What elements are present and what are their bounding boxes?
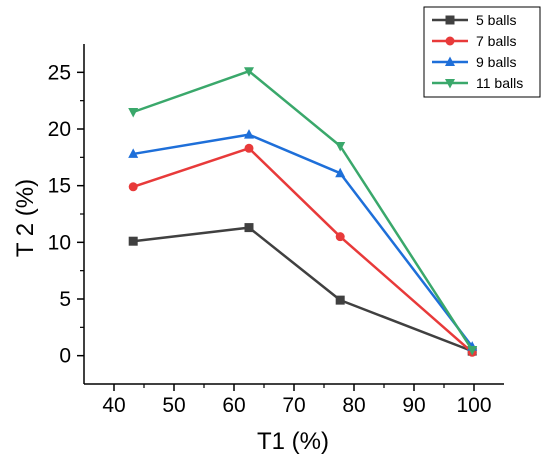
- series-3: [128, 129, 478, 351]
- legend-marker: [445, 15, 455, 25]
- data-point: [128, 182, 138, 192]
- data-point: [244, 67, 254, 77]
- legend-label: 5 balls: [476, 12, 516, 28]
- y-tick-label: 15: [48, 175, 71, 198]
- series-1: [128, 223, 477, 356]
- series-4: [128, 67, 478, 356]
- series-line: [133, 226, 473, 353]
- y-axis-title: T 2 (%): [12, 179, 39, 257]
- y-tick-label: 20: [48, 118, 71, 141]
- data-point: [335, 232, 345, 242]
- y-tick-label: 0: [59, 345, 71, 368]
- data-point: [128, 148, 139, 158]
- legend-marker: [445, 79, 455, 89]
- x-tick-label: 90: [402, 394, 425, 417]
- data-point: [244, 143, 254, 153]
- y-tick-label: 10: [48, 231, 71, 254]
- x-tick-label: 100: [456, 394, 491, 417]
- x-tick-label: 60: [222, 394, 245, 417]
- data-point: [335, 167, 346, 178]
- data-point: [128, 108, 139, 118]
- y-axis: 0 5 10 15 20 25: [48, 44, 85, 384]
- x-axis: 40 50 60 70 80 90 100: [84, 383, 504, 417]
- x-tick-label: 50: [162, 394, 185, 417]
- legend-label: 7 balls: [476, 33, 516, 49]
- data-point: [244, 223, 254, 233]
- data-point: [128, 236, 138, 246]
- series-line: [132, 147, 474, 354]
- legend-label: 11 balls: [476, 75, 523, 91]
- x-tick-label: 80: [342, 394, 365, 417]
- data-point: [335, 142, 346, 152]
- data-point: [244, 129, 254, 139]
- x-axis-title: T1 (%): [257, 428, 329, 455]
- y-tick-label: 25: [48, 61, 71, 84]
- series-line: [132, 69, 474, 351]
- data-point: [467, 346, 478, 356]
- series-layer: [128, 67, 478, 357]
- series-line: [132, 133, 474, 348]
- legend-marker: [445, 56, 455, 66]
- data-point: [335, 295, 345, 305]
- series-2: [128, 143, 477, 357]
- legend-label: 9 balls: [476, 54, 516, 70]
- y-tick-label: 5: [59, 288, 71, 311]
- x-tick-label: 40: [102, 394, 125, 417]
- legend: 5 balls 7 balls 9 balls 11 balls: [423, 6, 541, 98]
- legend-marker: [445, 36, 455, 46]
- x-tick-label: 70: [282, 394, 305, 417]
